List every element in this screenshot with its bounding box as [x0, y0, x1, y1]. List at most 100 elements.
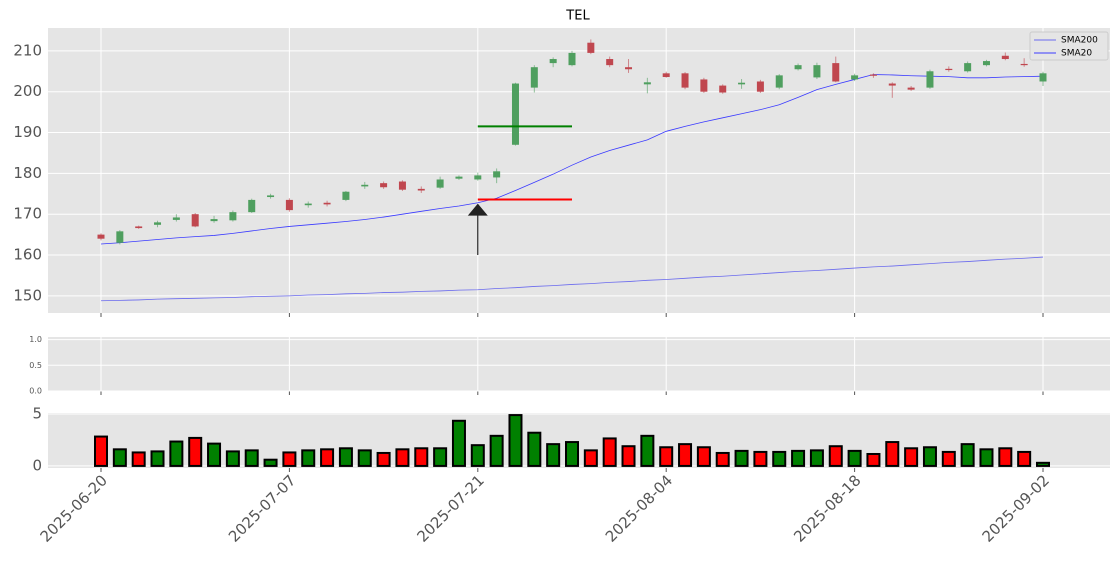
volume-bar [809, 449, 824, 467]
volume-bar [131, 451, 146, 467]
volume-bar [357, 449, 372, 467]
volume-bar [263, 458, 278, 467]
volume-bar [696, 446, 711, 467]
volume-bar [828, 445, 843, 467]
candle-body [455, 176, 463, 179]
candle-body [210, 219, 218, 222]
volume-bar [338, 447, 353, 467]
candle-body [1020, 63, 1028, 66]
candle-body [285, 199, 293, 211]
volume-bar [112, 448, 127, 467]
candle-body [888, 83, 896, 86]
candle-body [568, 52, 576, 66]
volume-bar [489, 434, 504, 467]
volume-bar [94, 435, 108, 467]
candle-body [813, 65, 821, 78]
candle-body [436, 179, 444, 188]
candle-body [549, 59, 557, 64]
candle-body [756, 81, 764, 92]
candle-body [97, 234, 105, 239]
volume-bar [979, 448, 994, 467]
candle-body [662, 73, 670, 77]
y-tick-label: 5 [32, 405, 42, 423]
x-tick-label: 2025-07-07 [225, 471, 299, 545]
y-tick-label: 0.5 [29, 361, 42, 370]
candle-body [775, 75, 783, 88]
candle-body [738, 82, 746, 85]
sma-line [100, 256, 1044, 302]
volume-bar [433, 447, 448, 467]
y-tick-label: 0.0 [29, 387, 42, 396]
x-tick-label: 2025-06-20 [37, 471, 111, 545]
y-tick-label: 210 [13, 41, 42, 59]
volume-bar [225, 450, 240, 467]
volume-bar [169, 440, 184, 467]
volume-bar [320, 448, 335, 467]
volume-bar [847, 449, 862, 467]
candle-body [926, 71, 934, 88]
candle-body [135, 226, 143, 229]
volume-bar [621, 445, 636, 467]
y-tick-label: 170 [13, 205, 42, 223]
volume-bar [922, 446, 937, 467]
candle-body [361, 184, 369, 187]
volume-bar [998, 447, 1013, 467]
sma-line [100, 74, 1044, 245]
candle-body [907, 87, 915, 90]
candle-body [229, 212, 237, 221]
arrow-head [467, 203, 488, 216]
volume-bar [885, 441, 900, 467]
volume-bar [866, 452, 881, 467]
volume-bar [715, 451, 730, 467]
candle-body [606, 59, 614, 66]
candle-body [342, 191, 350, 200]
candle-body [945, 68, 953, 71]
y-tick-label: 200 [13, 82, 42, 100]
volume-bar [244, 449, 259, 467]
x-tick-label: 2025-07-21 [413, 471, 487, 545]
candle-body [511, 83, 519, 145]
volume-bar [960, 443, 975, 467]
plot-area [48, 337, 1110, 391]
volume-bar [772, 450, 787, 467]
volume-bar [188, 436, 203, 467]
candle-body [587, 42, 595, 53]
candle-body [172, 217, 180, 220]
volume-bar [583, 449, 598, 467]
y-tick-label: 0 [32, 456, 42, 474]
candle-body [851, 75, 859, 80]
volume-bar [150, 450, 165, 467]
candle-body [116, 231, 124, 243]
candle-body [681, 73, 689, 88]
volume-bar [546, 443, 561, 467]
candle-body [380, 183, 388, 188]
volume-bar [301, 449, 316, 467]
volume-bar [527, 431, 542, 467]
candle-body [493, 171, 501, 178]
volume-bar [376, 451, 391, 467]
volume-bar [282, 451, 297, 467]
legend-label: SMA20 [1061, 49, 1092, 59]
volume-bar [904, 447, 919, 467]
candle-body [417, 188, 425, 191]
volume-bar [1036, 461, 1050, 467]
volume-bar [1017, 450, 1032, 467]
candle-body [248, 199, 256, 213]
candle-body [794, 65, 802, 70]
y-tick-label: 1.0 [29, 335, 42, 344]
chart-title: TEL [565, 9, 590, 24]
volume-bar [640, 434, 655, 467]
legend-label: SMA200 [1061, 36, 1098, 46]
y-tick-label: 190 [13, 123, 42, 141]
candle-body [982, 61, 990, 66]
y-tick-label: 150 [13, 286, 42, 304]
candle-body [869, 74, 877, 76]
volume-bar [207, 442, 222, 467]
volume-bar [734, 449, 749, 467]
x-tick-label: 2025-08-04 [602, 471, 676, 545]
candle-body [191, 214, 199, 227]
candle-body [643, 82, 651, 85]
candle-body [304, 203, 312, 206]
